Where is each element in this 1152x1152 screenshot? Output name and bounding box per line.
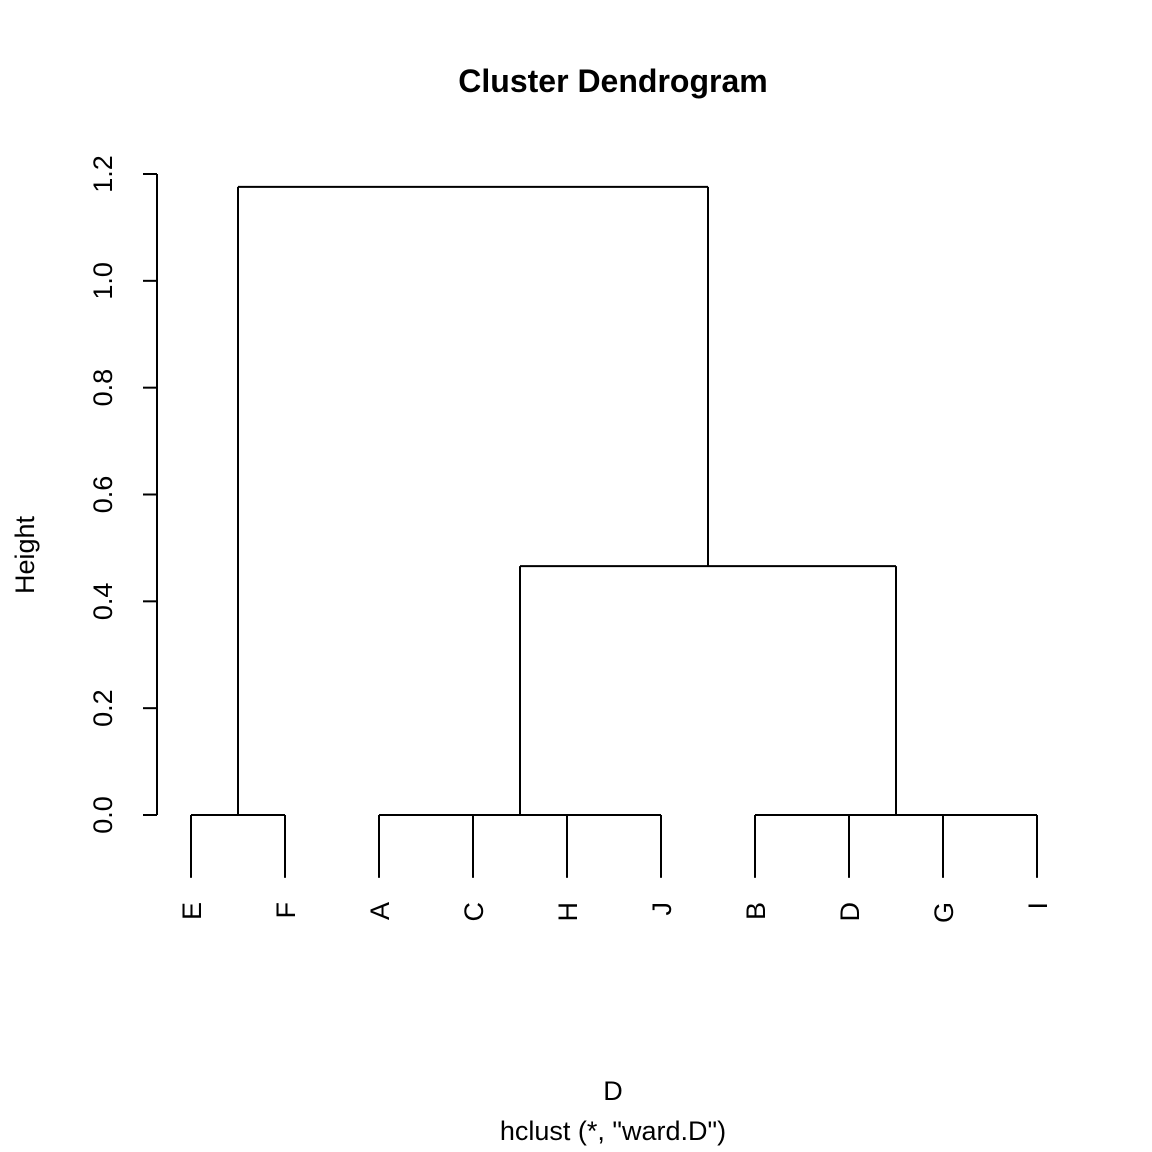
y-tick-label: 0.4 <box>88 583 118 621</box>
chart-title: Cluster Dendrogram <box>458 63 767 99</box>
leaf-label: H <box>553 902 583 922</box>
leaf-label: J <box>647 902 677 916</box>
leaf-label: F <box>271 902 301 919</box>
y-tick-label: 0.6 <box>88 476 118 514</box>
y-axis-label: Height <box>10 515 40 594</box>
leaf-label: B <box>741 902 771 920</box>
leaf-label: D <box>835 902 865 922</box>
leaf-label: C <box>459 902 489 922</box>
leaf-label: A <box>365 902 395 920</box>
y-tick-label: 0.2 <box>88 689 118 727</box>
y-tick-label: 1.2 <box>88 155 118 193</box>
y-tick-label: 1.0 <box>88 262 118 300</box>
leaf-label: I <box>1023 902 1053 910</box>
y-tick-label: 0.0 <box>88 796 118 834</box>
y-tick-label: 0.8 <box>88 369 118 407</box>
x-axis-label: D <box>603 1076 623 1106</box>
leaf-label: G <box>929 902 959 923</box>
leaf-label: E <box>177 902 207 920</box>
subtitle: hclust (*, "ward.D") <box>500 1116 726 1146</box>
